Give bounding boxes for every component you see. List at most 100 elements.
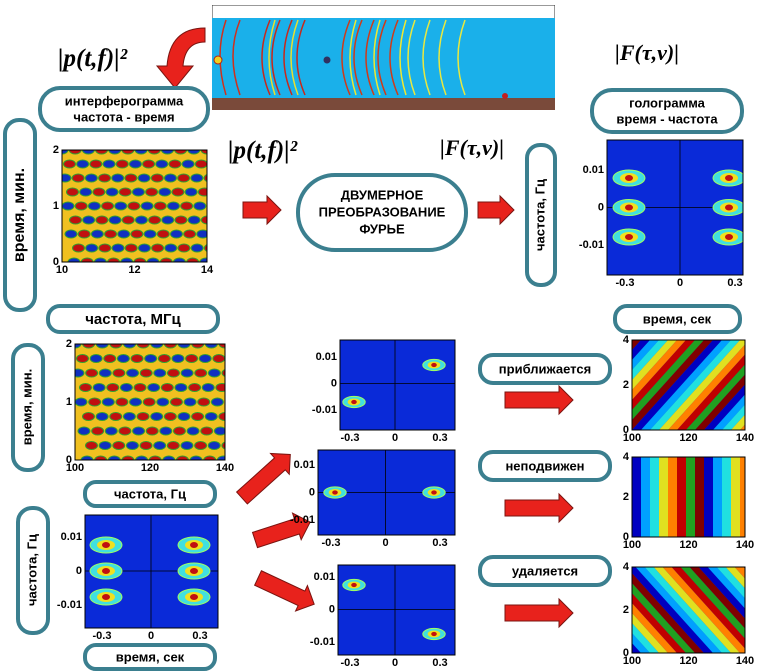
stripe <box>731 457 740 537</box>
axis-label: частота, Гц <box>24 534 39 606</box>
blob <box>93 384 105 392</box>
blob <box>75 398 87 406</box>
y-tick-label: 0 <box>76 565 82 577</box>
blob <box>122 216 134 224</box>
x-tick-label: 0.3 <box>432 657 447 669</box>
blob <box>198 188 210 196</box>
blob <box>213 258 225 266</box>
y-tick-label: 0.01 <box>316 351 337 363</box>
plot: -0.300.30.010-0.01 <box>290 450 455 549</box>
blob <box>109 216 121 224</box>
stripe <box>704 457 713 537</box>
arrow <box>505 599 573 627</box>
state-label: удаляется <box>512 563 578 578</box>
y-tick-label: -0.01 <box>312 404 337 416</box>
x-tick-label: 0 <box>382 537 388 549</box>
blob <box>351 583 357 587</box>
blob <box>127 369 139 377</box>
arrow <box>505 386 573 414</box>
blob <box>164 413 176 421</box>
stripe <box>668 457 677 537</box>
blob <box>78 427 90 435</box>
y-tick-label: 0.01 <box>294 459 315 471</box>
blob <box>332 490 338 494</box>
blob <box>175 216 187 224</box>
blob <box>194 202 206 210</box>
blob <box>431 363 437 367</box>
x-tick-label: 120 <box>141 462 159 474</box>
blob <box>145 355 157 363</box>
plot-image <box>607 140 745 275</box>
blob <box>65 230 77 238</box>
blob <box>154 202 166 210</box>
blob <box>77 160 89 168</box>
y-tick-label: 0 <box>309 486 315 498</box>
arrow <box>252 565 320 617</box>
blob <box>116 398 128 406</box>
blob <box>130 398 142 406</box>
arrow <box>233 444 300 508</box>
label: голограмма <box>629 95 706 110</box>
blob <box>202 384 214 392</box>
x-tick-label: 0.3 <box>432 432 447 444</box>
axis-label: частота, МГц <box>85 311 181 328</box>
blob <box>72 174 84 182</box>
y-tick-label: 0 <box>598 201 604 213</box>
blob <box>107 384 119 392</box>
blob <box>149 216 161 224</box>
blob <box>190 542 198 548</box>
blob <box>186 355 198 363</box>
blob <box>105 427 117 435</box>
blob <box>160 427 172 435</box>
y-tick-label: 0 <box>66 454 72 466</box>
blob <box>132 188 144 196</box>
blob <box>161 384 173 392</box>
blob <box>178 174 190 182</box>
blob <box>85 174 97 182</box>
axis-label: время, мин. <box>11 168 28 262</box>
label: время - частота <box>616 111 718 126</box>
blob <box>169 160 181 168</box>
stripe <box>749 340 757 430</box>
blob <box>213 355 225 363</box>
waveguide-image <box>212 5 555 110</box>
plot: -0.300.30.010-0.01 <box>57 515 218 642</box>
blob <box>102 568 110 574</box>
blob <box>195 442 207 450</box>
x-tick-label: 140 <box>736 432 754 444</box>
blob <box>117 355 129 363</box>
blob <box>125 244 137 252</box>
blob <box>152 244 164 252</box>
stripe <box>641 457 650 537</box>
blob <box>99 174 111 182</box>
plot: -0.300.30.010-0.01 <box>312 340 455 444</box>
blob <box>90 355 102 363</box>
blob <box>164 174 176 182</box>
blob <box>73 244 85 252</box>
plot-image <box>56 146 230 266</box>
blob <box>105 230 117 238</box>
blob <box>181 442 193 450</box>
arrow <box>157 28 205 88</box>
x-tick-label: 0 <box>148 630 154 642</box>
y-tick-label: -0.01 <box>310 636 335 648</box>
y-tick-label: 0 <box>331 377 337 389</box>
plot-bg <box>340 340 455 430</box>
stripe <box>722 457 731 537</box>
blob <box>118 230 130 238</box>
blob <box>113 369 125 377</box>
blob <box>134 384 146 392</box>
blob <box>143 160 155 168</box>
blob <box>195 369 207 377</box>
blob <box>159 188 171 196</box>
plot-image <box>338 565 455 655</box>
blob <box>187 427 199 435</box>
blob <box>184 398 196 406</box>
blob <box>725 234 733 240</box>
y-tick-label: -0.01 <box>579 239 604 251</box>
x-tick-label: -0.3 <box>341 432 360 444</box>
blob <box>216 384 228 392</box>
blob <box>115 202 127 210</box>
blob <box>90 160 102 168</box>
blob <box>625 234 633 240</box>
